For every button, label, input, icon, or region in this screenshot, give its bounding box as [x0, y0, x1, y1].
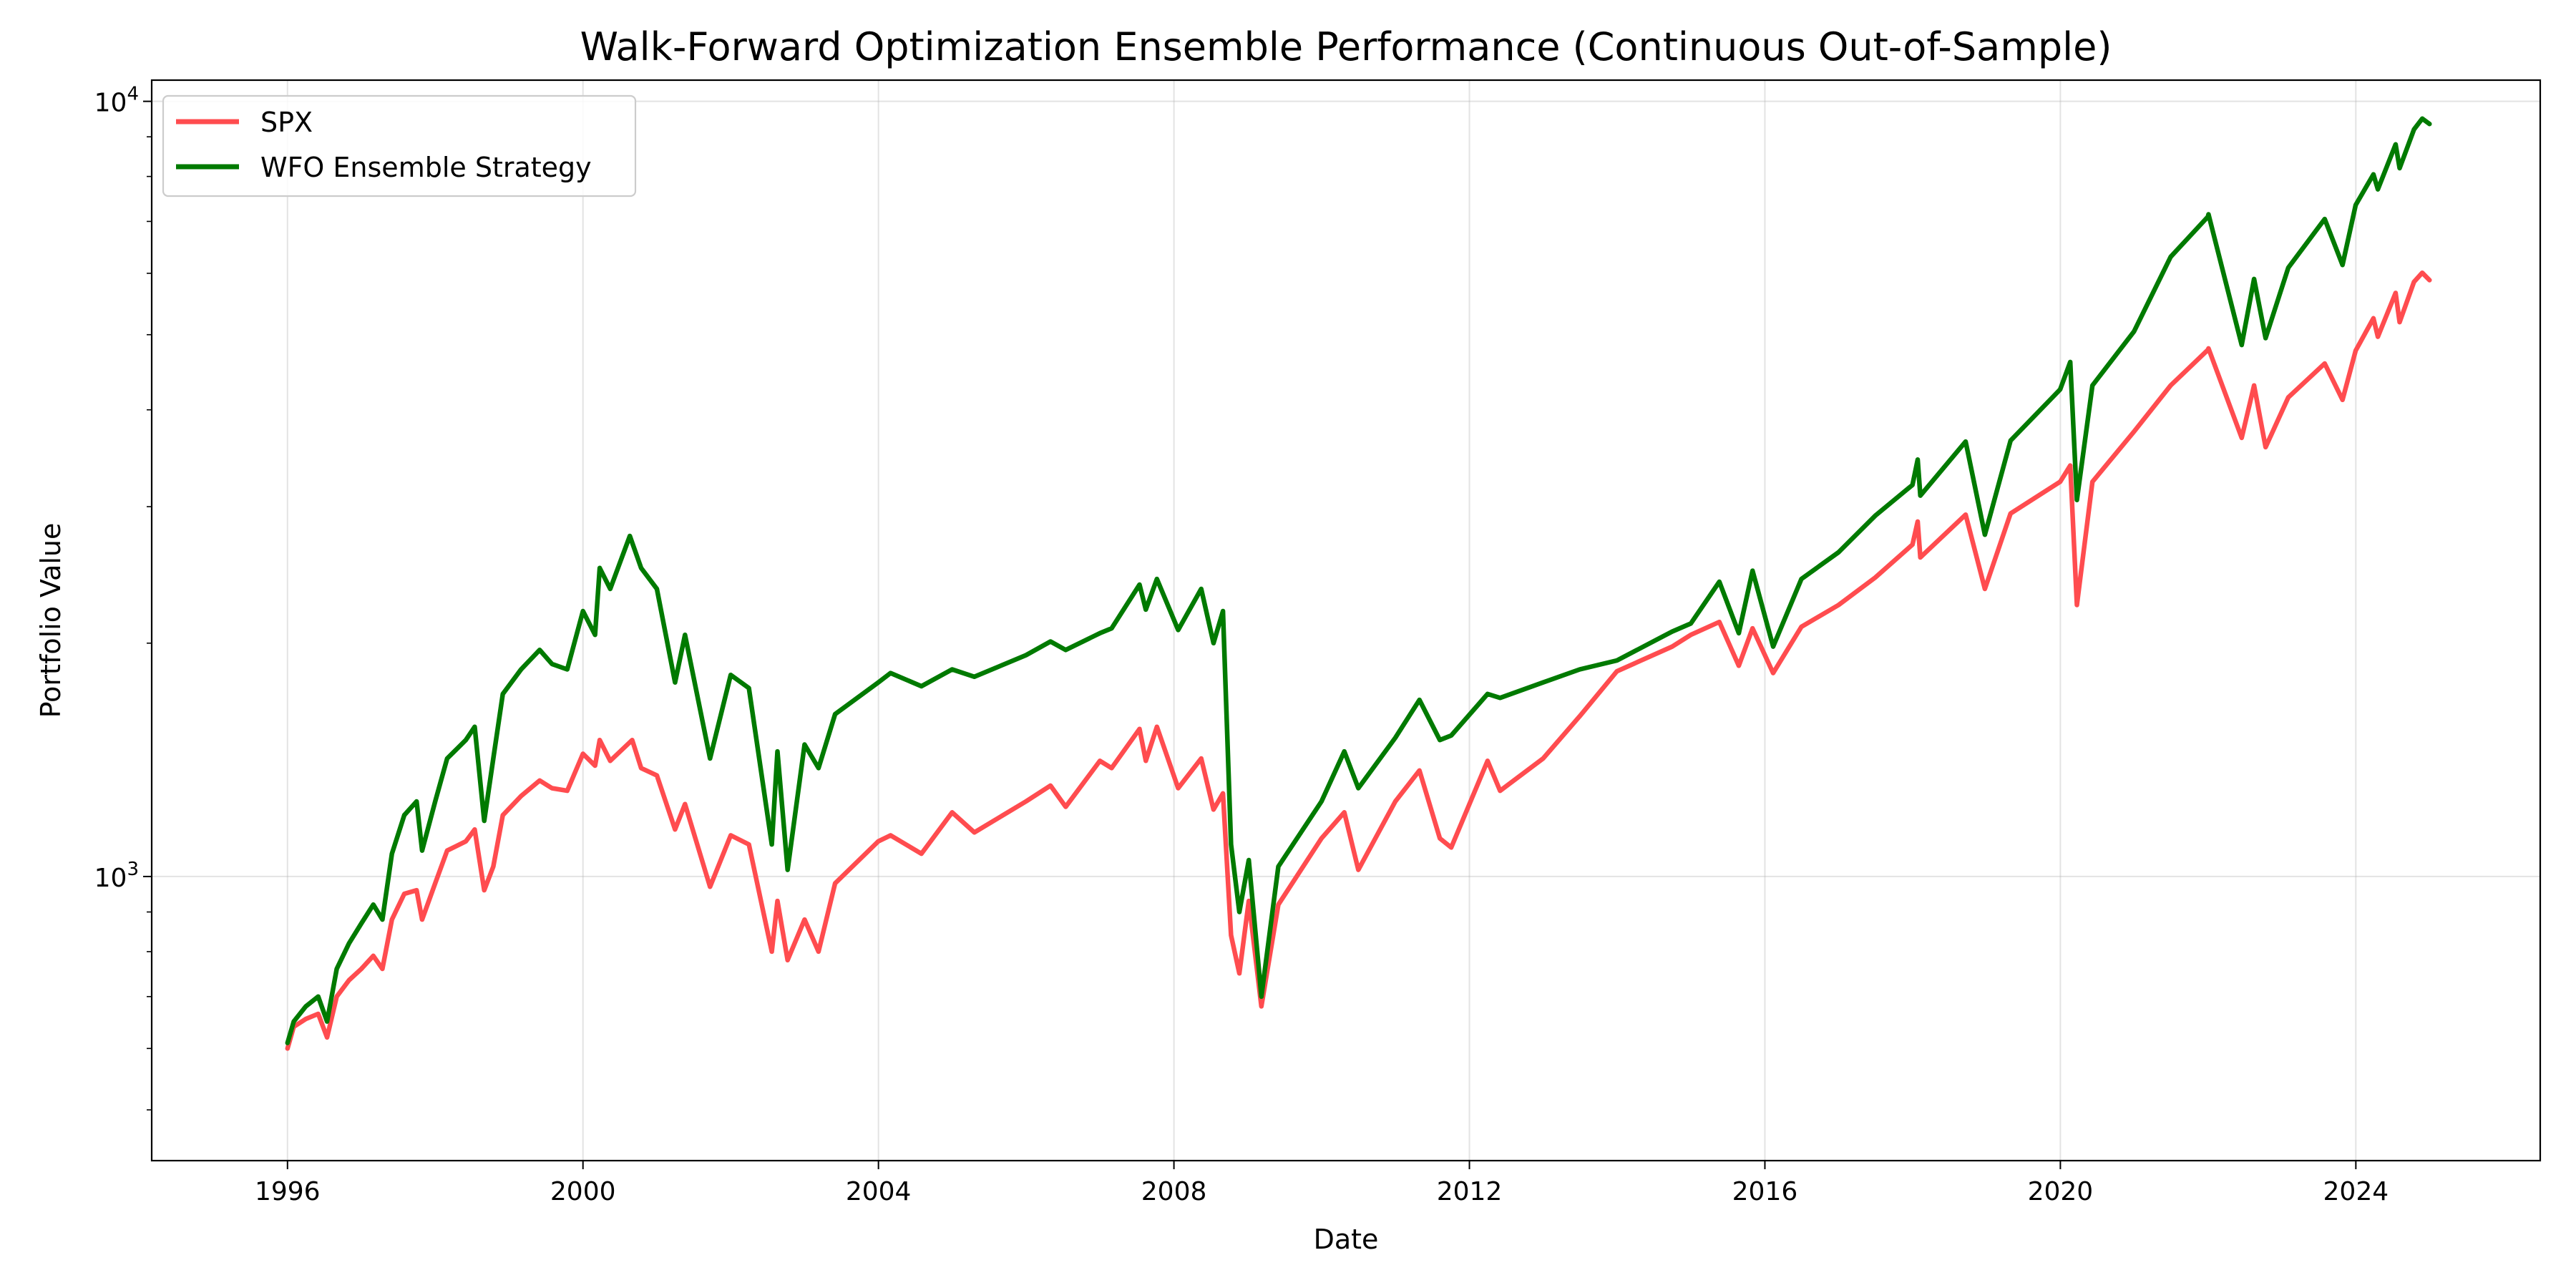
x-tick-label: 2000	[550, 1177, 616, 1206]
series-layer	[285, 116, 2432, 1051]
y-tick-label-exponent: 3	[127, 859, 139, 880]
x-tick-label: 2016	[1732, 1177, 1798, 1206]
x-tick-label: 2008	[1141, 1177, 1207, 1206]
legend-label-spx: SPX	[260, 107, 313, 138]
legend: SPX WFO Ensemble Strategy	[162, 94, 637, 197]
y-tick-label: 104	[94, 84, 139, 118]
y-axis-label: Portfolio Value	[35, 523, 67, 718]
x-tick-label: 2012	[1437, 1177, 1503, 1206]
grid	[152, 80, 2540, 1161]
y-tick-label-exponent: 4	[127, 84, 139, 105]
legend-label-wfo: WFO Ensemble Strategy	[260, 152, 592, 183]
series-line-spx	[285, 270, 2432, 1051]
x-tick-label: 1996	[255, 1177, 321, 1206]
x-axis-label: Date	[1314, 1224, 1379, 1255]
y-tick-label-base: 10	[94, 864, 127, 893]
y-tick-label: 103	[94, 859, 139, 893]
x-tick-label: 2004	[846, 1177, 912, 1206]
chart-title: Walk-Forward Optimization Ensemble Perfo…	[580, 24, 2112, 69]
plot-frame	[150, 79, 2542, 1162]
legend-box	[162, 94, 637, 197]
x-tick-label: 2024	[2323, 1177, 2389, 1206]
series-line-wfo-ensemble	[285, 116, 2432, 1045]
x-tick-label: 2020	[2028, 1177, 2094, 1206]
y-tick-label-base: 10	[94, 89, 127, 118]
